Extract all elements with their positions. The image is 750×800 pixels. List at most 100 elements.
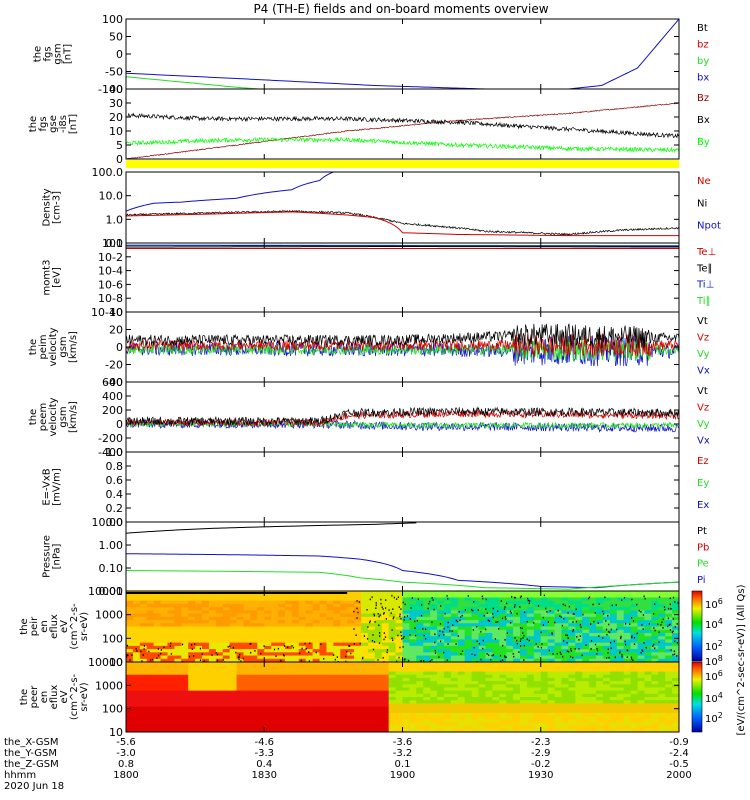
panel-fgs: 100 50 0 -50 -100 thefgsgsm[nT] Bt bz by bx <box>33 13 710 96</box>
ephem-value: -0.2 <box>531 759 551 770</box>
ytick-label: 100 <box>102 13 123 26</box>
legend-pressure-Pb: Pb <box>697 542 709 553</box>
legend-moms-Ti∥: Ti∥ <box>696 296 711 307</box>
legend-peim-vel-Vx: Vx <box>697 366 710 377</box>
ytick-label: 400 <box>102 390 123 403</box>
flag-bar <box>126 160 679 168</box>
ytick-label: 0.1 <box>106 237 124 250</box>
ytick-label: 50 <box>109 31 123 44</box>
ytick-label: 0.8 <box>106 460 124 473</box>
ytick-label: 20 <box>109 111 123 124</box>
ytick-label: -20 <box>105 359 123 372</box>
legend-peem-vel-Vt: Vt <box>697 386 708 397</box>
series-pressure-Pe <box>126 570 679 590</box>
legend-moms-Ti⊥: Ti⊥ <box>696 280 714 291</box>
ylabel-peir-efux: thepeirenefluxeV(cm^2-s-sr-eV) <box>19 603 90 650</box>
series-fgs-gse-Bz <box>126 102 679 159</box>
legend-efield-Ey: Ey <box>697 478 709 489</box>
ephem-value: -2.4 <box>669 748 689 759</box>
ephem-value: -4.6 <box>254 737 274 748</box>
colorbar-tick: 102 <box>705 711 723 725</box>
ylabel-fgs: thefgsgsm[nT] <box>33 43 74 64</box>
ytick-label: -400 <box>98 446 123 459</box>
ytick-label: 100 <box>102 703 123 716</box>
ytick-label: 10-10 <box>91 306 123 319</box>
ytick-label: 5 <box>116 139 123 152</box>
panel-frame <box>125 18 680 90</box>
ephem-value: -3.2 <box>393 748 413 759</box>
legend-pressure-Pe: Pe <box>697 559 709 570</box>
ephem-value: -3.0 <box>116 748 136 759</box>
ytick-label: 200 <box>102 404 123 417</box>
colorbar-tick: 102 <box>705 639 723 653</box>
legend-peem-vel-Vx: Vx <box>697 436 710 447</box>
panel-peer-efux: 10000 1000 100 10 thepeerenefluxeV(cm^2-s-sr… <box>19 656 680 739</box>
ylabel-peem-vel: thepeemvelocitygsm[km/s] <box>28 397 79 436</box>
ytick-label: 0 <box>116 153 123 166</box>
ytick-label: 10000 <box>88 585 123 598</box>
ylabel-density: Density[cm-3] <box>42 188 63 226</box>
ytick-label: 40 <box>109 306 123 319</box>
ephem-value: 1830 <box>252 770 277 781</box>
ylabel-fgs-gse: thefgsgse-i8s[nT] <box>28 114 79 134</box>
panel-density: 100.0 10.0 1.0 0.1 Density[cm-3] Ne Ni Npot <box>42 166 721 250</box>
series-peem-vel-Vt <box>126 406 679 427</box>
ylabel-peim-vel: thepeimvelocitygsm[km/s] <box>28 327 79 366</box>
legend-fgs-gse-By: By <box>697 137 710 148</box>
legend-peem-vel-Vz: Vz <box>697 403 709 414</box>
ephem-value: 1800 <box>113 770 138 781</box>
ytick-label: 0 <box>116 418 123 431</box>
ytick-label: 0.6 <box>106 474 124 487</box>
ytick-label: 40 <box>109 83 123 96</box>
colorbar-tick: 104 <box>705 691 723 705</box>
legend-fgs-gse-Bz: Bz <box>697 93 709 104</box>
panel-peir-efux: 10000 1000 100 10 thepeirenefluxeV(cm^2-s-sr… <box>19 585 680 669</box>
panel-peim-vel: 40 20 0 -20 -40 thepeimvelocitygsm[km/s] Vt Vz V… <box>28 306 710 389</box>
ytick-label: 10 <box>109 656 123 669</box>
ytick-label: 100 <box>102 632 123 645</box>
ytick-label: 10.0 <box>99 190 124 203</box>
ytick-label: 10 <box>109 125 123 138</box>
ylabel-efield: E=-VxB[mV/m] <box>42 468 63 506</box>
ephem-value: 0.8 <box>118 759 134 770</box>
series-fgs-bx <box>126 19 679 89</box>
legend-peim-vel-Vz: Vz <box>697 333 709 344</box>
colorbar <box>691 590 703 662</box>
legend-fgs-by: by <box>697 56 709 67</box>
legend-density-Ni: Ni <box>697 198 707 209</box>
chart-title: P4 (TH-E) fields and on-board moments ov… <box>253 2 548 16</box>
ytick-label: 20 <box>109 324 123 337</box>
series-peim-vel-Vt <box>126 323 679 349</box>
ytick-label: 10-6 <box>98 278 123 291</box>
colorbar-tick: 108 <box>705 654 723 668</box>
colorbar-tick: 106 <box>705 597 723 611</box>
date-label: 2020 Jun 18 <box>4 781 64 792</box>
panel-frame <box>125 381 680 453</box>
ytick-label: 10-8 <box>98 292 123 305</box>
legend-fgs-gse-Bx: Bx <box>697 115 710 126</box>
ephem-value: -5.6 <box>116 737 136 748</box>
legend-peim-vel-Vt: Vt <box>697 316 708 327</box>
series-peem-vel-Vy <box>126 419 679 430</box>
ytick-label: 0.10 <box>99 562 124 575</box>
legend-efield-Ex: Ex <box>697 500 709 511</box>
series-density-Ne <box>126 211 679 237</box>
ytick-label: 0.0 <box>106 516 124 529</box>
ylabel-peer-efux: thepeerenefluxeV(cm^2-s-sr-eV) <box>19 673 90 720</box>
legend-moms-Te⊥: Te⊥ <box>696 247 716 258</box>
ephem-label: the_X-GSM <box>4 737 58 748</box>
ytick-label: 0.2 <box>106 502 124 515</box>
colorbar-tick: 104 <box>705 617 723 631</box>
ytick-label: 10-2 <box>98 251 123 264</box>
ytick-label: 1000 <box>95 679 123 692</box>
panel-frame <box>125 521 680 592</box>
ytick-label: 1.00 <box>99 539 124 552</box>
spectrogram-peir-efux <box>126 591 679 662</box>
ytick-label: -40 <box>105 376 123 389</box>
legend-peim-vel-Vy: Vy <box>697 349 710 360</box>
ytick-label: 10000 <box>88 656 123 669</box>
spectrogram-peer-efux <box>126 662 679 732</box>
